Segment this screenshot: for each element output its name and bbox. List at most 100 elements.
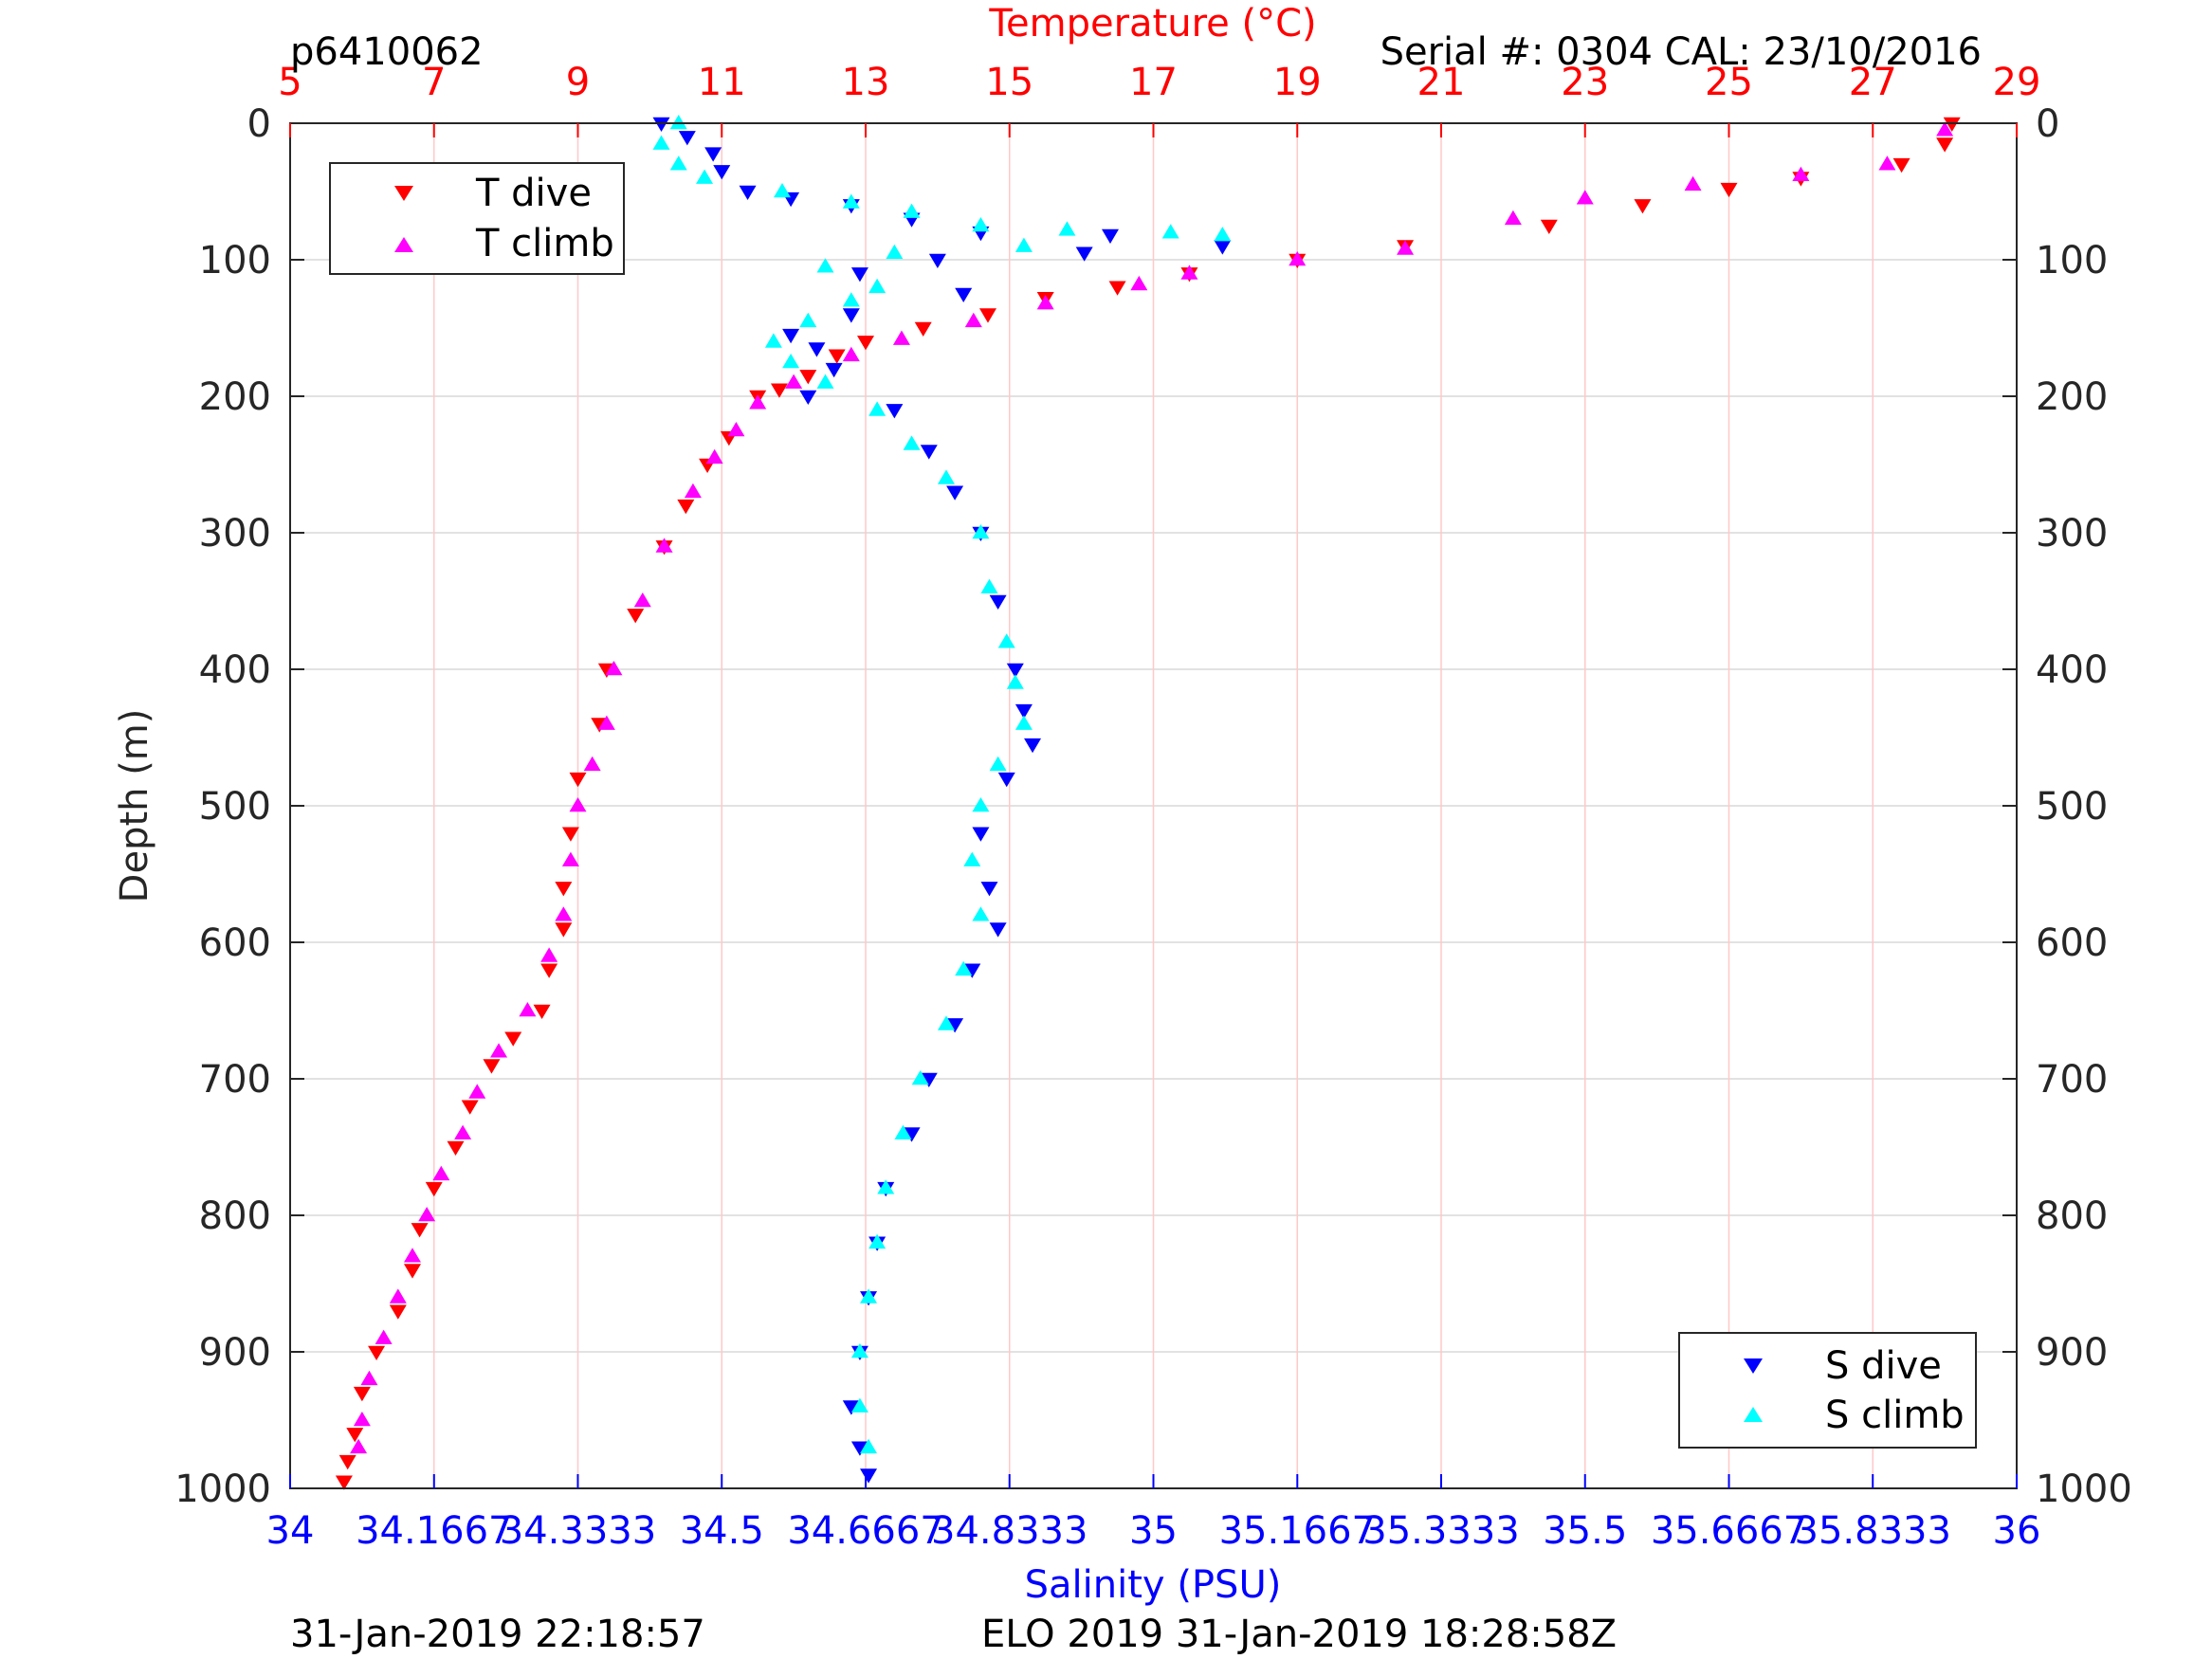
legend-salinity-box <box>1678 1332 1977 1449</box>
data-point <box>461 1100 479 1115</box>
legend-temperature-box <box>329 162 625 275</box>
legend-t-dive-marker <box>394 186 413 201</box>
data-point <box>989 594 1007 610</box>
data-point <box>519 1002 537 1017</box>
legend-s-dive-marker <box>1744 1358 1763 1374</box>
data-point <box>828 349 846 364</box>
data-point <box>989 756 1007 772</box>
data-point <box>1936 137 1954 153</box>
data-point <box>403 1248 421 1263</box>
data-point <box>886 404 904 419</box>
legend-s-dive-label: S dive <box>1825 1344 1942 1388</box>
depth-tick-label-right: 800 <box>2036 1194 2108 1238</box>
data-point <box>1214 240 1232 255</box>
data-point <box>1720 182 1738 198</box>
data-point <box>1892 157 1910 173</box>
data-point <box>868 278 887 294</box>
data-point <box>583 756 601 772</box>
salinity-tick-label: 35.5 <box>1543 1509 1627 1553</box>
temperature-tick-label: 19 <box>1273 61 1322 104</box>
data-point <box>1180 264 1198 280</box>
data-point <box>338 1454 356 1470</box>
data-point <box>799 312 817 328</box>
data-point <box>727 422 745 437</box>
data-point <box>980 882 998 897</box>
salinity-axis-label: Salinity (PSU) <box>1025 1563 1282 1607</box>
data-point <box>764 333 782 348</box>
data-point <box>1214 227 1232 242</box>
data-point <box>597 715 615 730</box>
data-point <box>980 578 998 593</box>
depth-tick-label-right: 1000 <box>2036 1468 2132 1511</box>
data-point <box>785 374 803 389</box>
data-point <box>569 772 587 788</box>
data-point <box>860 1468 878 1484</box>
data-point <box>447 1140 465 1156</box>
data-point <box>842 346 860 362</box>
footer-timestamp: 31-Jan-2019 22:18:57 <box>290 1613 705 1656</box>
legend-temperature: T dive T climb <box>329 162 625 275</box>
data-point <box>389 1288 407 1304</box>
data-point <box>490 1043 508 1058</box>
data-point <box>652 135 670 150</box>
temperature-tick-label: 15 <box>985 61 1033 104</box>
data-point <box>894 1124 912 1139</box>
temperature-tick-label: 7 <box>422 61 446 104</box>
data-point <box>1024 738 1042 754</box>
data-point <box>978 308 996 323</box>
data-point <box>411 1223 429 1238</box>
data-point <box>353 1412 371 1427</box>
data-point <box>850 1397 868 1413</box>
temperature-tick-label: 9 <box>566 61 590 104</box>
data-point <box>1289 251 1307 266</box>
profile-id: p6410062 <box>290 30 484 74</box>
data-point <box>799 370 817 385</box>
depth-tick-label: 800 <box>199 1194 271 1238</box>
data-point <box>955 287 973 302</box>
legend-t-dive-label: T dive <box>475 172 592 215</box>
data-point <box>903 203 921 218</box>
data-point <box>886 244 904 260</box>
temperature-tick-label: 23 <box>1561 61 1609 104</box>
data-point <box>540 947 558 962</box>
data-point <box>972 797 990 812</box>
depth-tick-label: 900 <box>199 1331 271 1375</box>
data-point <box>842 193 860 209</box>
data-point <box>997 633 1015 648</box>
legend-s-climb-marker <box>1744 1407 1763 1422</box>
data-point <box>652 117 670 132</box>
temperature-tick-label: 21 <box>1417 61 1466 104</box>
data-point <box>782 328 800 344</box>
data-point <box>946 485 964 501</box>
data-point <box>946 1018 964 1033</box>
ticks-layer: 0 0 100 100 200 200 300 300 400 400 500 500 600 600 70… <box>174 61 2132 1553</box>
data-point <box>963 851 981 866</box>
depth-tick-label-right: 700 <box>2036 1058 2108 1102</box>
data-point <box>850 1441 868 1456</box>
data-point <box>920 445 938 460</box>
salinity-tick-label: 34.5 <box>680 1509 764 1553</box>
salinity-tick-label: 34.3333 <box>500 1509 656 1553</box>
data-point <box>868 1233 887 1249</box>
data-point <box>713 165 731 180</box>
data-point <box>825 362 843 378</box>
data-point <box>892 330 910 345</box>
depth-tick-label-right: 900 <box>2036 1331 2108 1375</box>
data-point <box>555 922 573 938</box>
depth-tick-label-right: 400 <box>2036 648 2108 692</box>
data-point <box>1108 281 1126 296</box>
grid-layer <box>290 123 2017 1488</box>
salinity-tick-label: 34 <box>266 1509 315 1553</box>
data-point <box>669 115 687 130</box>
data-point <box>468 1084 486 1099</box>
data-point <box>972 524 990 539</box>
data-point <box>739 185 757 200</box>
data-point <box>1576 190 1594 205</box>
data-point <box>633 592 651 608</box>
data-point <box>963 963 981 978</box>
data-point <box>770 383 788 398</box>
data-point <box>842 292 860 307</box>
data-point <box>842 1400 860 1415</box>
data-point <box>1936 121 1954 137</box>
data-point <box>1504 210 1522 226</box>
